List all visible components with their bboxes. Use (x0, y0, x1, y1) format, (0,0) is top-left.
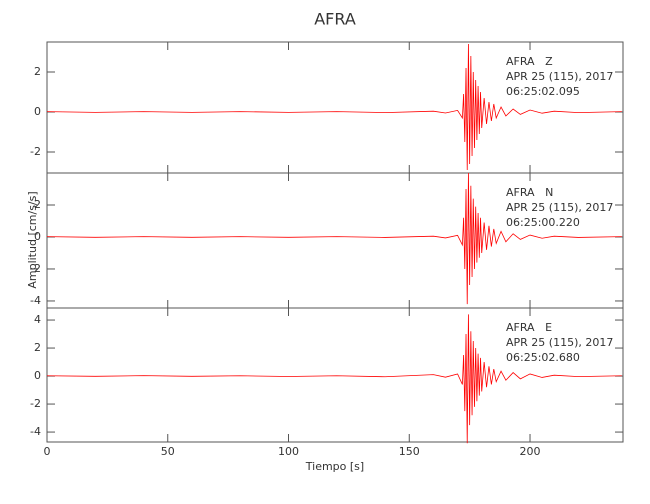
annotation: APR 25 (115), 2017 (506, 70, 613, 83)
y-tick-label: 0 (34, 105, 41, 118)
x-tick-label: 0 (44, 445, 51, 458)
x-axis-label: Tiempo [s] (305, 460, 364, 473)
chart-title: AFRA (314, 10, 356, 29)
y-tick-label: 4 (34, 313, 41, 326)
annotation: AFRA N (506, 186, 553, 199)
annotation: 06:25:00.220 (506, 216, 580, 229)
annotation: AFRA Z (506, 55, 553, 68)
annotation: APR 25 (115), 2017 (506, 336, 613, 349)
x-tick-label: 200 (520, 445, 541, 458)
panel-frame (46, 307, 624, 443)
y-tick-label: 2 (34, 65, 41, 78)
y-tick-label: 0 (34, 369, 41, 382)
waveform (46, 172, 622, 305)
y-axis-label: Amplitud [cm/s/s] (26, 191, 39, 288)
y-tick-label: 0 (34, 230, 41, 243)
y-tick-label: 2 (34, 198, 41, 211)
waveform (46, 314, 622, 444)
x-tick-label: 150 (399, 445, 420, 458)
y-tick-label: -2 (30, 397, 41, 410)
annotation: AFRA E (506, 321, 552, 334)
annotation: 06:25:02.680 (506, 351, 580, 364)
y-tick-label: 2 (34, 341, 41, 354)
annotation: 06:25:02.095 (506, 85, 580, 98)
x-tick-label: 50 (161, 445, 175, 458)
y-tick-label: -4 (30, 294, 41, 307)
y-tick-label: -2 (30, 262, 41, 275)
annotation: APR 25 (115), 2017 (506, 201, 613, 214)
y-tick-label: -2 (30, 145, 41, 158)
waveform (46, 43, 622, 171)
y-tick-label: -4 (30, 425, 41, 438)
x-tick-label: 100 (278, 445, 299, 458)
